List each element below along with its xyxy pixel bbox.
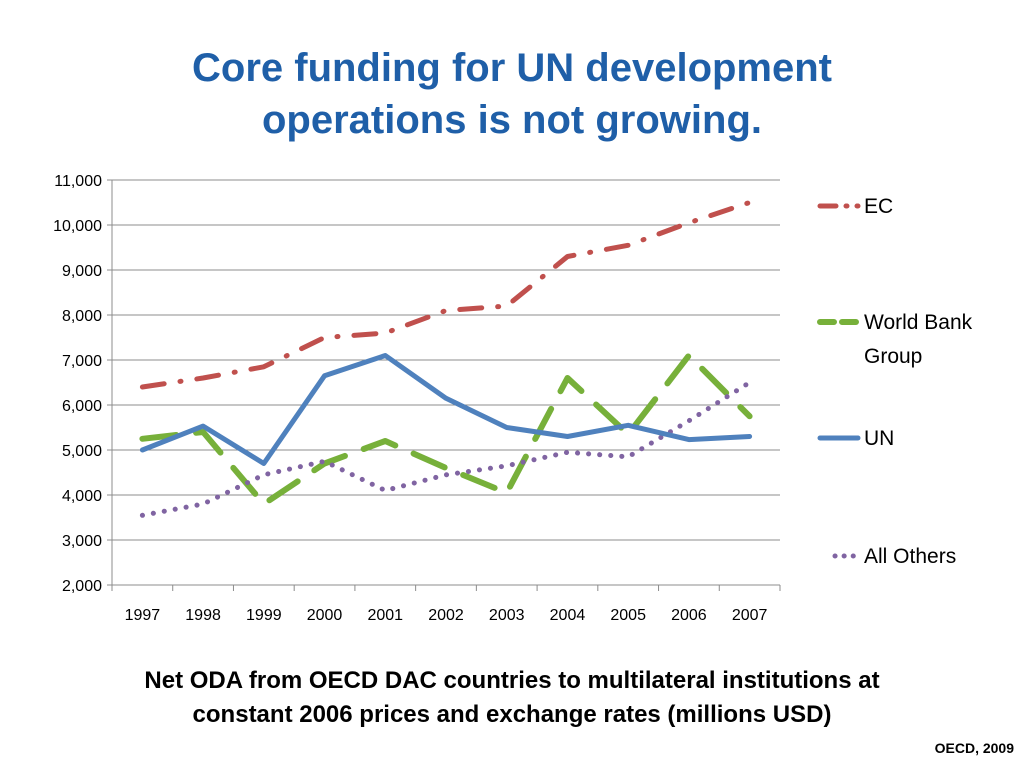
x-tick-label: 1999 xyxy=(246,607,282,624)
slide-title-line-1: Core funding for UN development xyxy=(192,46,832,90)
series-line-world-bank-group xyxy=(139,352,753,507)
slide-title-line-2: operations is not growing. xyxy=(262,98,762,142)
x-tick-label: 2003 xyxy=(489,607,525,624)
chart-caption-line-2: constant 2006 prices and exchange rates … xyxy=(192,701,832,728)
y-tick-label: 4,000 xyxy=(62,488,102,505)
legend-label-all-others: All Others xyxy=(864,545,956,568)
y-tick-label: 7,000 xyxy=(62,353,102,370)
series-line-un xyxy=(139,353,753,466)
legend-label-ec: EC xyxy=(864,195,893,218)
x-tick-label: 1998 xyxy=(185,607,221,624)
y-tick-label: 5,000 xyxy=(62,443,102,460)
x-tick-label: 2001 xyxy=(367,607,403,624)
x-tick-label: 2002 xyxy=(428,607,464,624)
y-tick-label: 2,000 xyxy=(62,578,102,595)
chart-caption: Net ODA from OECD DAC countries to multi… xyxy=(0,664,1024,732)
y-tick-label: 6,000 xyxy=(62,398,102,415)
x-tick-label: 2006 xyxy=(671,607,707,624)
series-line-all-others xyxy=(139,380,753,518)
legend-label-world-bank-group: World Bank xyxy=(864,311,973,334)
x-tick-label: 2005 xyxy=(610,607,646,624)
x-tick-label: 1997 xyxy=(125,607,161,624)
y-tick-label: 9,000 xyxy=(62,263,102,280)
slide-title: Core funding for UN development operatio… xyxy=(0,42,1024,146)
chart-caption-line-1: Net ODA from OECD DAC countries to multi… xyxy=(144,667,880,694)
y-tick-label: 10,000 xyxy=(53,218,102,235)
x-tick-label: 2004 xyxy=(550,607,586,624)
y-tick-label: 8,000 xyxy=(62,308,102,325)
legend-label-un: UN xyxy=(864,427,894,450)
y-tick-label: 11,000 xyxy=(54,173,102,190)
x-tick-label: 2007 xyxy=(732,607,768,624)
source-credit: OECD, 2009 xyxy=(934,740,1014,756)
x-tick-label: 2000 xyxy=(307,607,343,624)
legend-label-world-bank-group: Group xyxy=(864,345,922,368)
series-line-ec xyxy=(139,200,753,390)
y-tick-label: 3,000 xyxy=(62,533,102,550)
